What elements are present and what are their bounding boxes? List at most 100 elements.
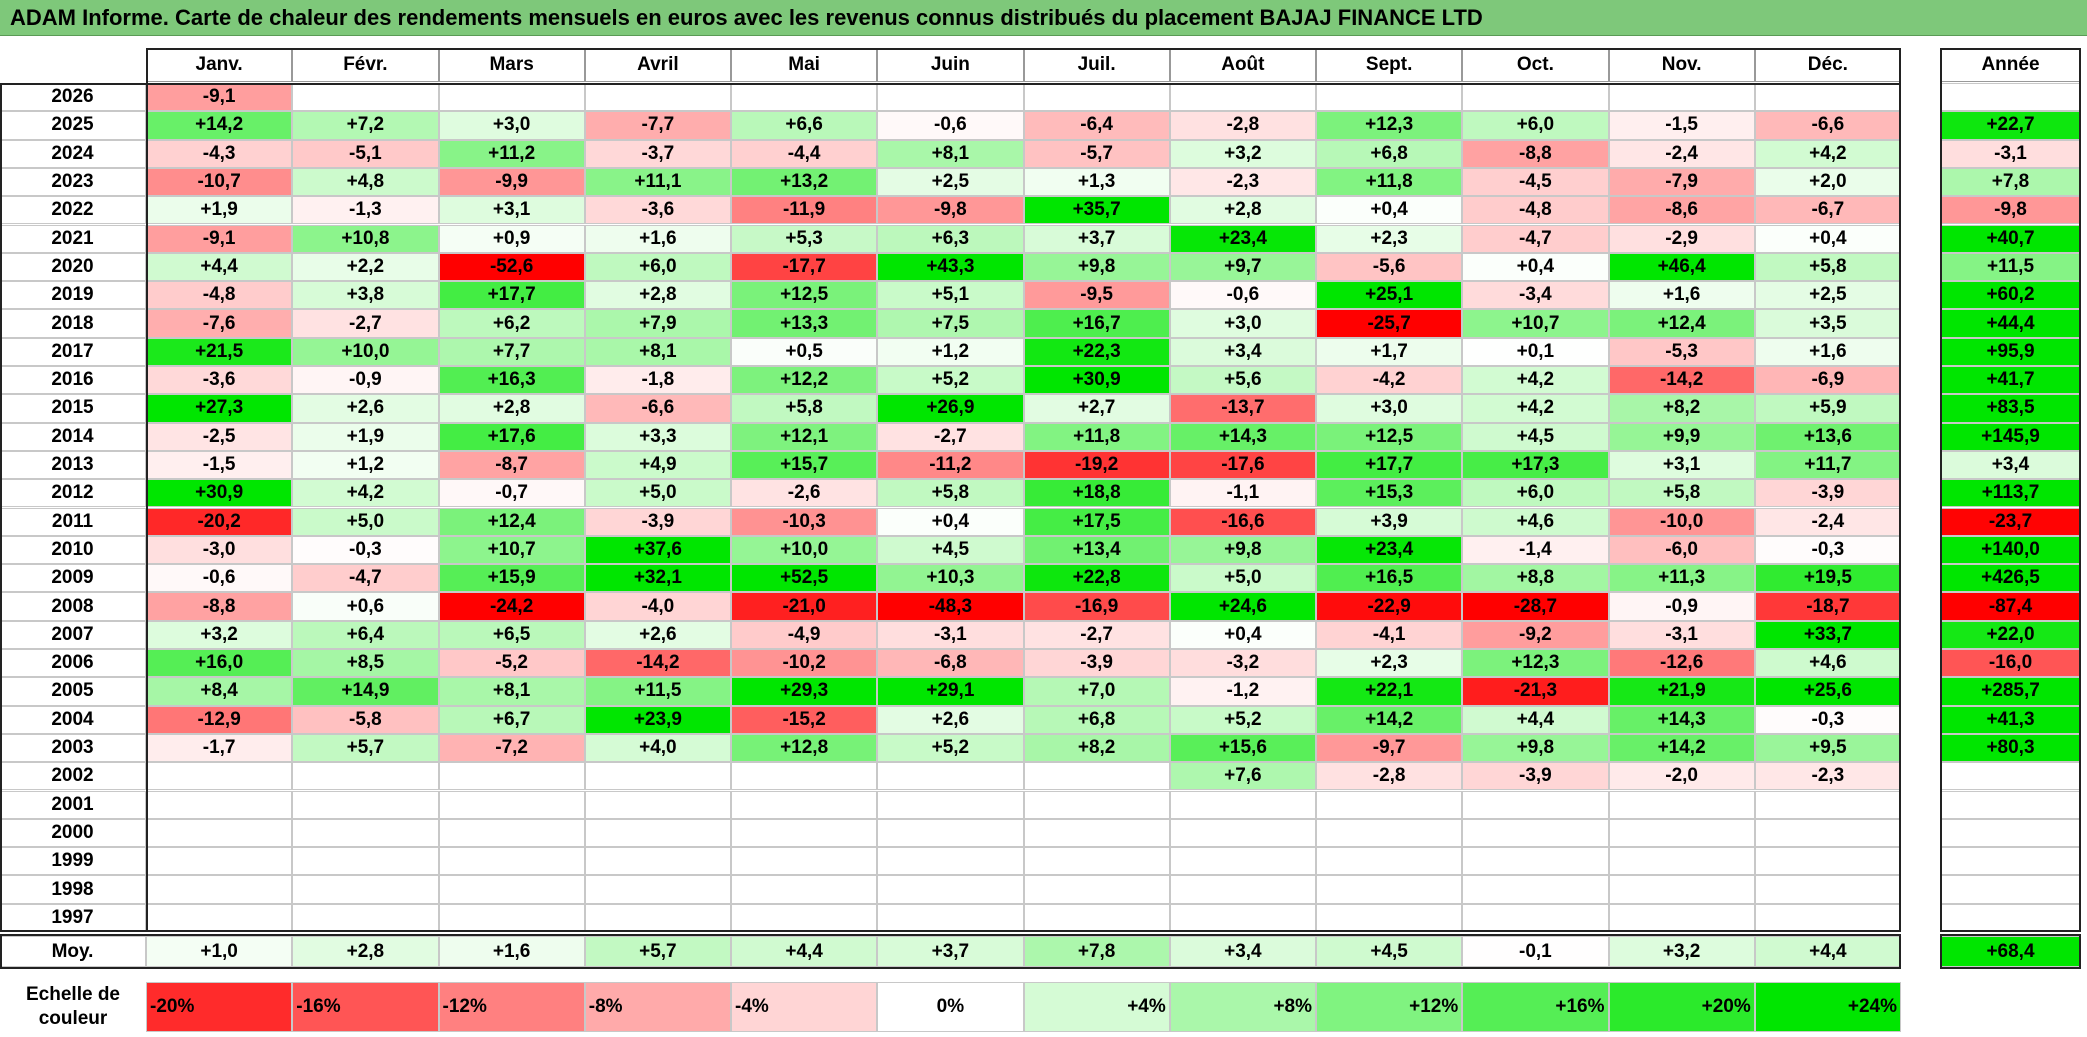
heatmap-cell: -28,7 (1462, 592, 1609, 621)
heatmap-cell (438, 83, 585, 112)
year-label: 2025 (0, 111, 146, 140)
heatmap-cell: +6,8 (1316, 139, 1463, 168)
heatmap-cell: +3,4 (1169, 337, 1316, 366)
heatmap-cell: +5,0 (292, 507, 439, 536)
heatmap-cell: +12,3 (1462, 649, 1609, 678)
heatmap-cell (731, 903, 878, 932)
heatmap-cell: +10,0 (731, 535, 878, 565)
heatmap-cell: -16,9 (1023, 592, 1170, 621)
heatmap-cell (292, 875, 439, 904)
heatmap-cell (877, 818, 1024, 848)
average-cell: +4,4 (731, 936, 878, 967)
heatmap-cell (1023, 903, 1170, 932)
month-header: Août (1169, 48, 1316, 82)
heatmap-cell: -5,7 (1023, 139, 1170, 168)
heatmap-cell (1023, 847, 1170, 876)
heatmap-cell: +2,8 (584, 281, 731, 310)
heatmap-cell: +1,6 (584, 224, 731, 253)
heatmap-cell: -18,7 (1754, 592, 1901, 621)
heatmap-cell: -8,8 (1462, 139, 1609, 168)
heatmap-cell: -2,4 (1608, 139, 1755, 168)
heatmap-cell: +12,5 (1316, 422, 1463, 451)
heatmap-cell (1023, 790, 1170, 819)
color-scale-step: +20% (1701, 996, 1751, 1017)
heatmap-cell: -4,2 (1316, 366, 1463, 395)
color-scale-step: +16% (1555, 996, 1605, 1017)
heatmap-cell: -6,6 (584, 394, 731, 423)
heatmap-cell (1169, 818, 1316, 848)
heatmap-cell (1316, 790, 1463, 819)
heatmap-cell (1316, 83, 1463, 112)
heatmap-cell: +15,7 (731, 450, 878, 480)
heatmap-cell (146, 903, 293, 932)
heatmap-cell: +3,9 (1316, 507, 1463, 536)
heatmap-cell: +12,3 (1316, 111, 1463, 140)
heatmap-cell: -20,2 (146, 507, 293, 536)
heatmap-cell (1316, 847, 1463, 876)
heatmap-cell: -4,4 (731, 139, 878, 168)
heatmap-cell: +22,3 (1023, 337, 1170, 366)
heatmap-cell: +1,6 (1608, 281, 1755, 310)
color-scale-swatch: +24% (1754, 982, 1901, 1032)
heatmap-cell (292, 847, 439, 876)
heatmap-cell (1462, 903, 1609, 932)
heatmap-cell: +3,0 (1316, 394, 1463, 423)
heatmap-cell: +27,3 (146, 394, 293, 423)
annual-cell: +83,5 (1940, 394, 2081, 423)
annual-cell: +285,7 (1940, 677, 2081, 706)
annual-cell: +44,4 (1940, 309, 2081, 338)
heatmap-cell: +35,7 (1023, 196, 1170, 225)
color-scale-swatch: +4% (1023, 982, 1170, 1032)
heatmap-cell: +14,2 (1316, 705, 1463, 734)
heatmap-cell: +12,4 (1608, 309, 1755, 338)
heatmap-cell: +15,9 (438, 564, 585, 593)
heatmap-cell: -5,1 (292, 139, 439, 168)
heatmap-cell: +17,6 (438, 422, 585, 451)
heatmap-cell (146, 875, 293, 904)
heatmap-cell (1316, 875, 1463, 904)
heatmap-cell: -15,2 (731, 705, 878, 734)
color-scale-step: -12% (442, 996, 487, 1017)
heatmap-cell: +2,6 (292, 394, 439, 423)
year-label: 2004 (0, 705, 146, 734)
color-scale-swatch: -4% (731, 982, 878, 1032)
heatmap-cell: -9,1 (146, 83, 293, 112)
heatmap-cell: -0,3 (292, 535, 439, 565)
heatmap-cell: +0,4 (877, 507, 1024, 536)
year-label: 2006 (0, 649, 146, 678)
color-scale-label: Echelle de couleur (0, 982, 146, 1032)
heatmap-cell (1608, 83, 1755, 112)
color-scale-step: -4% (735, 996, 769, 1017)
heatmap-cell: -1,4 (1462, 535, 1609, 565)
heatmap-cell: +4,5 (1462, 422, 1609, 451)
heatmap-cell: -2,7 (877, 422, 1024, 451)
annual-cell: +41,3 (1940, 705, 2081, 734)
heatmap-cell: +3,0 (438, 111, 585, 140)
month-header: Sept. (1316, 48, 1463, 82)
heatmap-cell (1462, 818, 1609, 848)
color-scale-swatch: +16% (1462, 982, 1609, 1032)
heatmap-cell: -6,7 (1754, 196, 1901, 225)
heatmap-cell (1608, 818, 1755, 848)
heatmap-cell: +6,2 (438, 309, 585, 338)
heatmap-cell: -17,7 (731, 252, 878, 282)
heatmap-cell: -7,6 (146, 309, 293, 338)
annual-cell (1940, 847, 2081, 876)
heatmap-cell: +5,9 (1754, 394, 1901, 423)
year-label: 2023 (0, 167, 146, 197)
heatmap-cell (1462, 790, 1609, 819)
year-label: 2022 (0, 196, 146, 225)
heatmap-cell (292, 818, 439, 848)
color-scale-step: -16% (296, 996, 341, 1017)
heatmap-cell (438, 847, 585, 876)
heatmap-cell: +18,8 (1023, 479, 1170, 508)
heatmap-cell: +13,4 (1023, 535, 1170, 565)
heatmap-cell: +8,4 (146, 677, 293, 706)
heatmap-cell: +2,0 (1754, 167, 1901, 197)
heatmap-cell: -3,1 (877, 620, 1024, 649)
heatmap-cell: -4,7 (292, 564, 439, 593)
heatmap-cell: +2,8 (1169, 196, 1316, 225)
heatmap-cell (584, 847, 731, 876)
average-label: Moy. (0, 936, 146, 967)
heatmap-cell: -5,3 (1608, 337, 1755, 366)
